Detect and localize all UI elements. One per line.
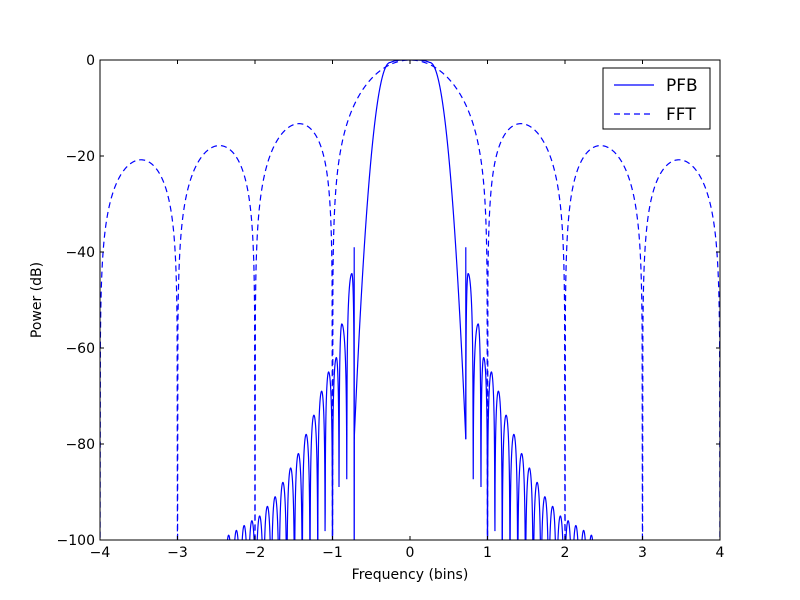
legend-fft-label: FFT: [666, 105, 696, 125]
legend-pfb-label: PFB: [666, 76, 698, 96]
x-tick-label: −4: [90, 545, 111, 561]
y-tick-label: −60: [65, 341, 95, 357]
y-tick-label: 0: [86, 53, 95, 69]
x-tick-label: −3: [167, 545, 188, 561]
legend-box: [602, 67, 711, 130]
y-tick-label: −80: [65, 437, 95, 453]
y-axis-label: Power (dB): [29, 262, 45, 338]
legend: PFB FFT: [602, 67, 711, 130]
x-tick-label: −1: [322, 545, 343, 561]
y-tick-label: −40: [65, 245, 95, 261]
x-tick-label: 4: [716, 545, 725, 561]
x-tick-label: 0: [406, 545, 415, 561]
x-tick-label: 3: [638, 545, 647, 561]
x-tick-label: 1: [483, 545, 492, 561]
y-tick-label: −20: [65, 149, 95, 165]
x-tick-label: 2: [561, 545, 570, 561]
x-axis-label: Frequency (bins): [352, 567, 469, 583]
x-tick-label: −2: [245, 545, 266, 561]
y-tick-label: −100: [57, 533, 95, 549]
